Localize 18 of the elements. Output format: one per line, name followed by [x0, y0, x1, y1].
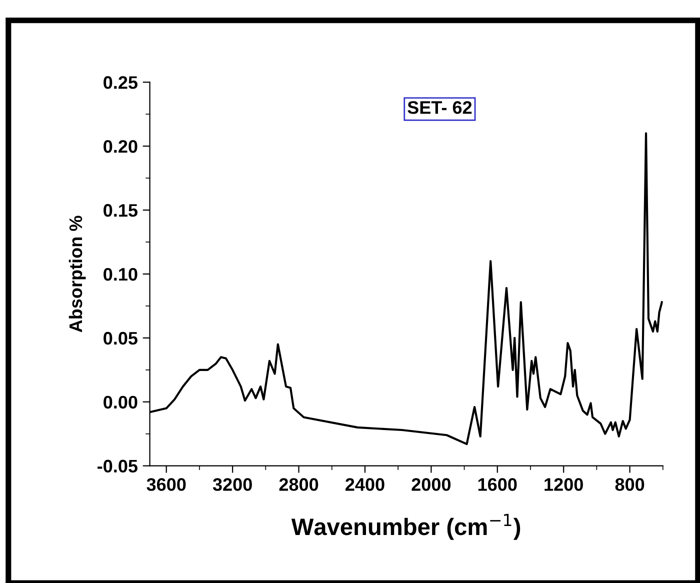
x-tick-label: 1200: [544, 478, 583, 491]
y-tick-label: 0.25: [104, 76, 138, 89]
y-tick-label: -0.05: [98, 460, 138, 473]
y-tick-label: 0.00: [104, 396, 138, 409]
x-tick-label: 2400: [346, 478, 384, 491]
y-tick-label: 0.20: [104, 140, 138, 153]
y-tick-label: 0.05: [104, 332, 138, 345]
x-tick-label: 3200: [212, 478, 252, 491]
y-axis-title: Absorption %: [68, 216, 86, 332]
x-axis-title: Wavenumber (cm$^{−1}$): [291, 514, 520, 540]
x-tick-label: 3600: [146, 478, 186, 491]
annotation: SET- 62: [408, 101, 472, 114]
x-tick-label: 2800: [279, 478, 318, 491]
x-tick-label: 2000: [412, 478, 451, 491]
y-tick-label: 0.10: [104, 268, 138, 281]
x-tick-label: 800: [615, 478, 644, 491]
y-tick-label: 0.15: [104, 204, 138, 217]
x-tick-label: 1600: [478, 478, 517, 491]
